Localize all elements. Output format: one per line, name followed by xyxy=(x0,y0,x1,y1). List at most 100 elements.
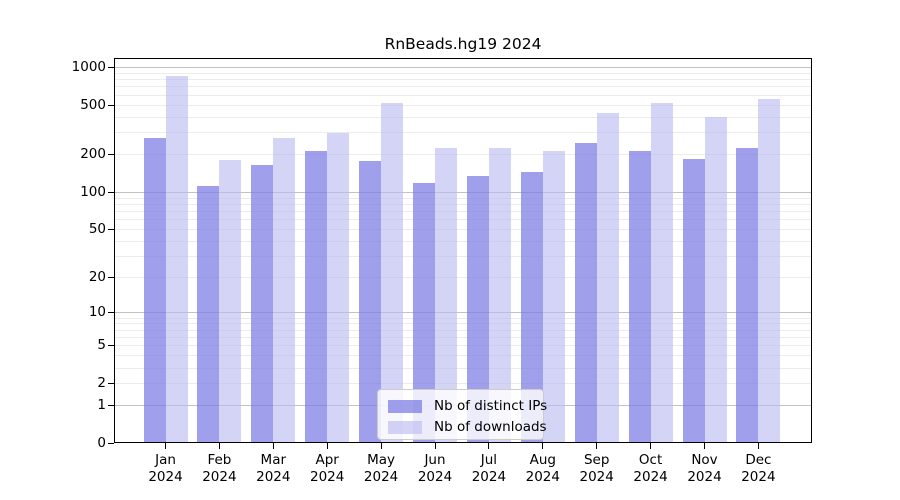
gridline-minor xyxy=(114,256,812,258)
bar-distinct-ips-jun-2024 xyxy=(413,183,435,443)
y-tick-label-1000: 1000 xyxy=(71,59,106,75)
x-tick-label-dec-2024: Dec 2024 xyxy=(741,452,776,485)
x-tick-apr-2024 xyxy=(326,443,328,449)
bar-downloads-jan-2024 xyxy=(165,76,188,443)
y-tick-100 xyxy=(108,191,114,193)
bar-distinct-ips-apr-2024 xyxy=(305,150,328,443)
gridline-minor xyxy=(114,229,812,230)
x-tick-label-apr-2024: Apr 2024 xyxy=(310,452,345,485)
x-tick-label-aug-2024: Aug 2024 xyxy=(525,452,560,485)
x-tick-mar-2024 xyxy=(272,443,274,449)
bar-distinct-ips-sep-2024 xyxy=(574,143,597,443)
gridline-minor xyxy=(114,86,812,88)
bar-distinct-ips-jul-2024 xyxy=(466,176,489,443)
gridline-major xyxy=(114,312,812,314)
gridline-major xyxy=(114,191,812,193)
gridline-minor xyxy=(114,79,812,81)
y-tick-label-20: 20 xyxy=(88,269,106,286)
x-tick-label-nov-2024: Nov 2024 xyxy=(687,452,722,485)
gridline-minor xyxy=(114,116,812,118)
bar-downloads-jul-2024 xyxy=(488,148,511,443)
gridline-minor xyxy=(114,383,812,385)
x-tick-aug-2024 xyxy=(542,443,544,449)
plot-area: Nb of distinct IPs Nb of downloads 0 1 2 5 1… xyxy=(72,58,812,485)
gridline-minor xyxy=(114,154,812,156)
bar-distinct-ips-feb-2024 xyxy=(197,186,220,443)
bar-distinct-ips-may-2024 xyxy=(359,160,382,443)
y-tick-500 xyxy=(108,104,114,106)
legend-swatch-downloads xyxy=(388,421,422,434)
bar-downloads-nov-2024 xyxy=(704,117,727,443)
y-tick-0 xyxy=(108,443,114,444)
legend-label-distinct-ips: Nb of distinct IPs xyxy=(434,398,548,414)
bar-downloads-oct-2024 xyxy=(650,103,673,443)
bar-distinct-ips-jan-2024 xyxy=(143,138,166,443)
x-tick-oct-2024 xyxy=(650,443,652,449)
x-tick-label-may-2024: May 2024 xyxy=(363,452,399,485)
x-tick-jan-2024 xyxy=(165,443,166,449)
gridline-minor xyxy=(114,355,812,357)
y-tick-50 xyxy=(108,229,114,230)
bar-distinct-ips-dec-2024 xyxy=(736,148,759,443)
y-tick-10 xyxy=(108,312,114,314)
y-tick-label-200: 200 xyxy=(80,146,106,163)
bar-downloads-apr-2024 xyxy=(327,133,350,443)
y-tick-20 xyxy=(108,277,114,279)
gridline-minor xyxy=(114,197,812,199)
gridline-minor xyxy=(114,329,812,331)
bar-downloads-sep-2024 xyxy=(596,113,619,443)
gridline-minor xyxy=(114,337,812,339)
y-tick-1000 xyxy=(108,66,114,68)
gridline-major xyxy=(114,66,812,68)
gridline-minor xyxy=(114,219,812,221)
y-tick-200 xyxy=(108,154,114,156)
bar-distinct-ips-nov-2024 xyxy=(682,158,705,443)
x-tick-label-mar-2024: Mar 2024 xyxy=(256,452,291,485)
bar-downloads-dec-2024 xyxy=(758,98,781,443)
legend-swatch-distinct-ips xyxy=(388,400,422,413)
x-tick-may-2024 xyxy=(380,443,382,449)
legend: Nb of distinct IPs Nb of downloads xyxy=(377,389,547,440)
x-tick-label-sep-2024: Sep 2024 xyxy=(579,452,614,485)
gridline-minor xyxy=(114,317,812,319)
x-tick-label-feb-2024: Feb 2024 xyxy=(202,452,237,485)
y-tick-label-100: 100 xyxy=(80,183,106,200)
x-tick-label-jun-2024: Jun 2024 xyxy=(417,452,453,485)
gridline-minor xyxy=(114,345,812,347)
y-tick-5 xyxy=(108,345,114,347)
chart-title: RnBeads.hg19 2024 xyxy=(384,35,542,53)
bar-downloads-mar-2024 xyxy=(273,137,296,443)
gridline-minor xyxy=(114,104,812,106)
y-tick-label-500: 500 xyxy=(80,96,106,113)
x-tick-dec-2024 xyxy=(757,443,759,449)
bar-downloads-may-2024 xyxy=(381,102,404,443)
x-tick-jul-2024 xyxy=(488,443,490,449)
gridline-minor xyxy=(114,203,812,205)
x-tick-jun-2024 xyxy=(434,443,436,449)
bar-distinct-ips-aug-2024 xyxy=(520,171,543,443)
y-tick-1 xyxy=(108,405,114,407)
bar-downloads-feb-2024 xyxy=(219,160,242,443)
x-tick-label-jan-2024: Jan 2024 xyxy=(148,452,183,485)
y-tick-label-10: 10 xyxy=(88,304,106,321)
gridline-minor xyxy=(114,72,812,74)
gridline-minor xyxy=(114,240,812,242)
legend-item-distinct-ips: Nb of distinct IPs xyxy=(388,396,547,417)
x-tick-feb-2024 xyxy=(218,443,220,449)
gridline-minor xyxy=(114,367,812,369)
x-tick-label-jul-2024: Jul 2024 xyxy=(471,452,507,485)
bar-downloads-jun-2024 xyxy=(435,148,457,443)
y-tick-2 xyxy=(108,383,114,385)
y-tick-label-5: 5 xyxy=(97,337,106,354)
y-tick-label-1: 1 xyxy=(97,397,106,414)
y-tick-label-50: 50 xyxy=(88,221,106,237)
legend-label-downloads: Nb of downloads xyxy=(434,419,547,435)
y-tick-label-0: 0 xyxy=(97,435,106,451)
bar-distinct-ips-oct-2024 xyxy=(628,151,651,443)
gridline-minor xyxy=(114,94,812,96)
legend-item-downloads: Nb of downloads xyxy=(388,417,547,438)
gridline-minor xyxy=(114,132,812,134)
gridline-minor xyxy=(114,323,812,325)
x-tick-sep-2024 xyxy=(596,443,598,449)
